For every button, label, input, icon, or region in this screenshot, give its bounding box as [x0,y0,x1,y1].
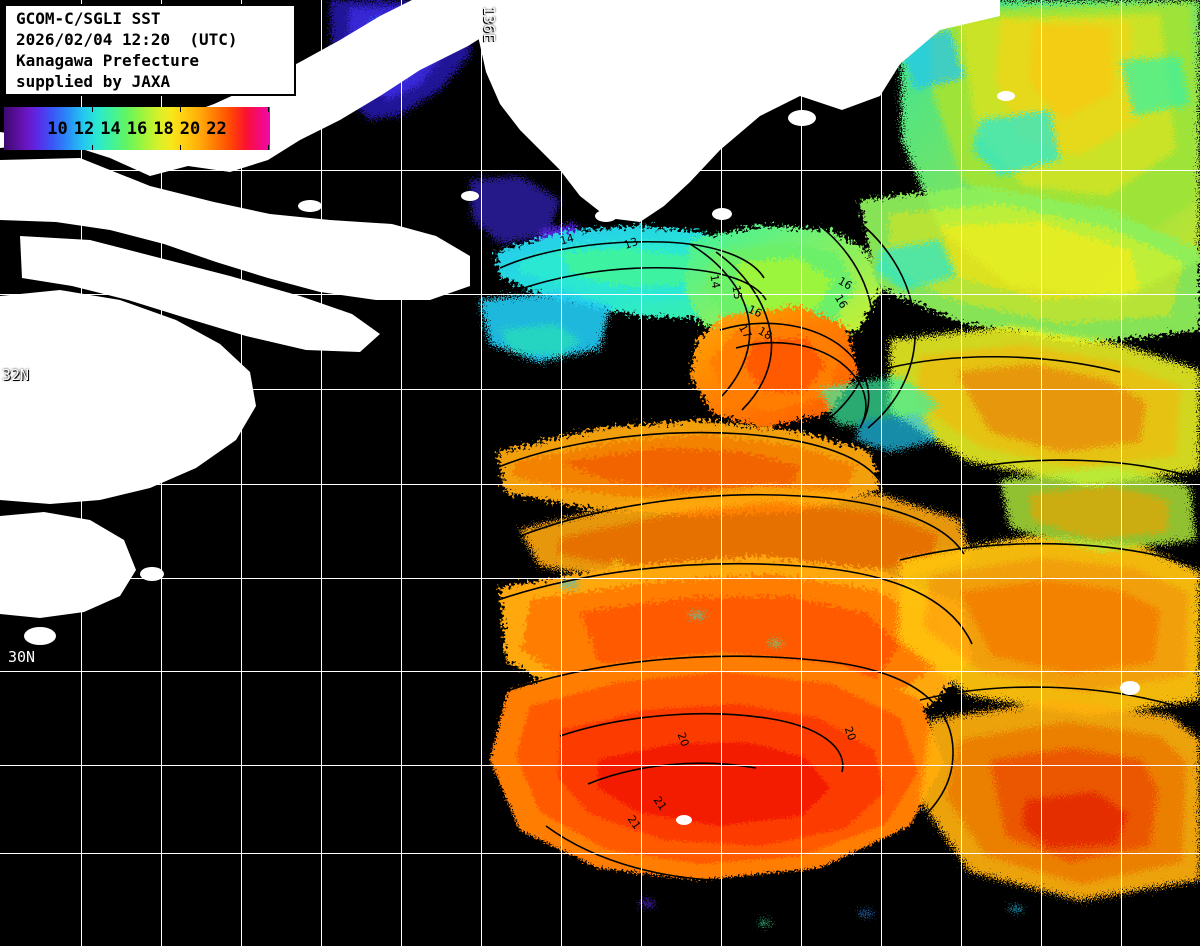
sst-region-cyan-speckle [480,292,610,362]
title-line-provider-region: Kanagawa Prefecture [16,51,200,70]
colorbar-tick-label: 18 [153,118,174,139]
title-line-datetime: 2026/02/04 12:20 (UTC) [16,30,238,49]
colorbar-tick [92,145,93,150]
sst-region-warmest-core [490,652,944,880]
colorbar-tick-label: 12 [73,118,95,139]
colorbar-tick-label: 16 [126,118,148,139]
colorbar-tick [180,145,181,150]
sst-region-se-warm [920,700,1200,900]
colorbar-tick-label: 22 [206,118,227,139]
colorbar-tick-label: 10 [47,118,68,139]
map-title-box: GCOM-C/SGLI SST 2026/02/04 12:20 (UTC) K… [4,4,296,96]
colorbar-gradient [4,107,270,150]
colorbar-tick-label: 20 [179,118,201,139]
sst-region-green-shelf [684,226,880,348]
colorbar-ticks [4,107,270,150]
colorbar-tick [268,107,269,112]
colorbar-tick [180,107,181,112]
colorbar-tick-labels: 10 12 14 16 18 20 22 [4,107,270,150]
colorbar-tick-label: 14 [100,118,121,139]
colorbar-tick [92,107,93,112]
title-line-product: GCOM-C/SGLI SST [16,9,161,28]
sst-region-east-flecks [890,326,1200,486]
sst-region-east-green-flecks [1000,466,1196,552]
sst-colorbar: 10 12 14 16 18 20 22 [4,107,270,150]
colorbar-tick [268,145,269,150]
sst-noise-pixels [560,560,1022,926]
title-line-supplier: supplied by JAXA [16,72,171,91]
